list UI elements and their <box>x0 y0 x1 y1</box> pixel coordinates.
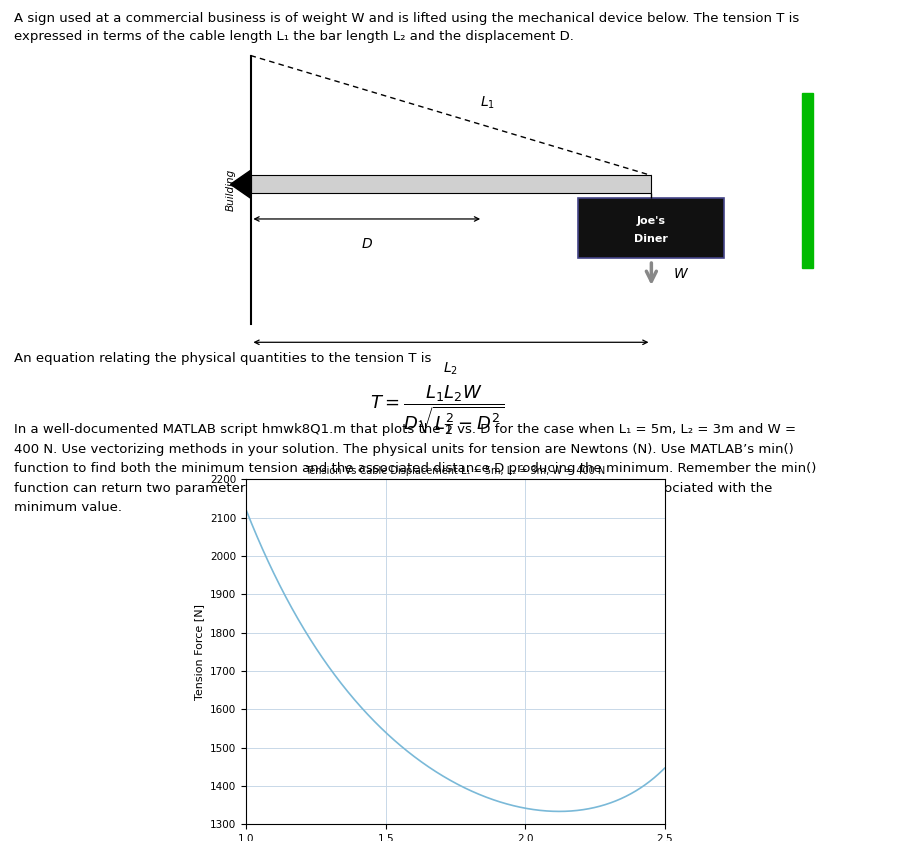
Title: Tension Vs Cable Displacement L₁ = 5m, L₂ = 3m, W = 400 N: Tension Vs Cable Displacement L₁ = 5m, L… <box>305 466 606 476</box>
Text: D: D <box>362 237 372 251</box>
Text: $L_1$: $L_1$ <box>480 94 495 111</box>
Text: function can return two parameters: the minimum value AND the index location in : function can return two parameters: the … <box>14 482 772 495</box>
Text: Joe's: Joe's <box>637 215 666 225</box>
Text: minimum value.: minimum value. <box>14 501 122 514</box>
Polygon shape <box>230 171 251 198</box>
Bar <box>251 176 651 193</box>
Text: $L_2$: $L_2$ <box>444 361 458 378</box>
Y-axis label: Tension Force [N]: Tension Force [N] <box>194 604 204 700</box>
Bar <box>578 198 724 258</box>
Text: A sign used at a commercial business is of weight W and is lifted using the mech: A sign used at a commercial business is … <box>14 12 799 24</box>
Text: In a well-documented MATLAB script hmwk8Q1.m that plots the T vs. D for the case: In a well-documented MATLAB script hmwk8… <box>14 423 795 436</box>
Text: 400 N. Use vectorizing methods in your solution. The physical units for tension : 400 N. Use vectorizing methods in your s… <box>14 442 793 456</box>
Text: $T = \dfrac{L_1 L_2 W}{D\sqrt{L_2^2 - D^2}}$: $T = \dfrac{L_1 L_2 W}{D\sqrt{L_2^2 - D^… <box>370 384 505 438</box>
Bar <box>802 93 813 268</box>
Text: expressed in terms of the cable length L₁ the bar length L₂ and the displacement: expressed in terms of the cable length L… <box>14 30 574 43</box>
Text: Building: Building <box>226 168 235 211</box>
Text: function to find both the minimum tension and the associated distance D producin: function to find both the minimum tensio… <box>14 462 816 475</box>
Text: An equation relating the physical quantities to the tension T is: An equation relating the physical quanti… <box>14 352 431 364</box>
Text: Diner: Diner <box>634 234 669 244</box>
Text: W: W <box>674 267 688 281</box>
